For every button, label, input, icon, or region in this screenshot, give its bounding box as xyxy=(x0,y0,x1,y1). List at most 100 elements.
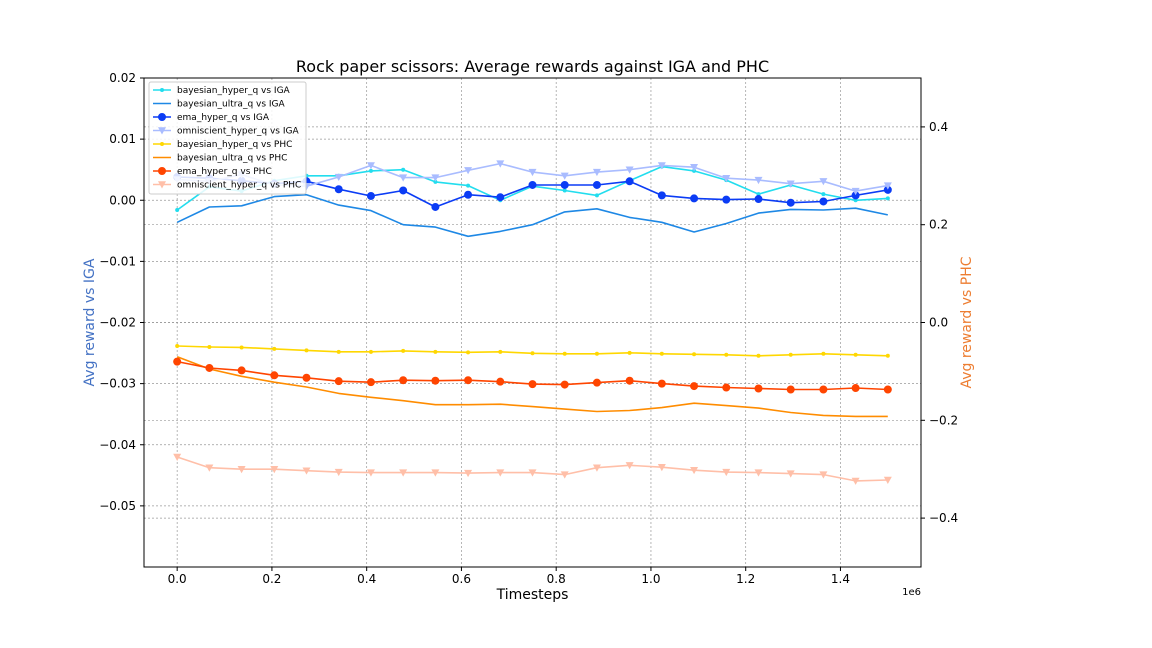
data-point xyxy=(592,378,601,387)
x-tick-label: 1.4 xyxy=(831,572,850,586)
data-point xyxy=(756,192,761,197)
data-point xyxy=(366,469,375,477)
data-point xyxy=(272,346,277,351)
x-tick-label: 0.0 xyxy=(168,572,187,586)
data-point xyxy=(594,193,599,198)
legend-item: bayesian_ultra_q vs IGA xyxy=(153,100,286,110)
data-point xyxy=(496,377,505,386)
y-left-tick-label: 0.02 xyxy=(109,71,136,85)
legend-label: omniscient_hyper_q vs IGA xyxy=(177,127,299,137)
data-point xyxy=(853,352,858,357)
data-point xyxy=(239,345,244,350)
series-5 xyxy=(175,343,890,358)
data-point xyxy=(754,469,763,477)
legend-marker xyxy=(158,127,166,135)
data-point xyxy=(819,178,828,186)
axes: 0.0 0.2 0.4 0.6 0.8 1.0 1.2 1.4 0.02 0.01 0.00 −0.0… xyxy=(99,71,958,586)
data-point xyxy=(334,185,343,194)
data-point xyxy=(368,349,373,354)
data-point xyxy=(399,174,408,182)
data-point xyxy=(399,186,408,195)
data-point xyxy=(819,471,828,479)
series-8 xyxy=(173,453,892,485)
series-6 xyxy=(176,355,888,418)
data-point xyxy=(885,196,890,201)
y-left-tick-label: −0.01 xyxy=(99,254,136,268)
legend-marker xyxy=(158,181,166,189)
data-point xyxy=(659,351,664,356)
data-point xyxy=(754,384,763,393)
legend-marker xyxy=(158,167,166,175)
data-point xyxy=(756,353,761,358)
x-tick-label: 0.6 xyxy=(452,572,471,586)
data-point xyxy=(496,193,505,202)
data-point xyxy=(528,168,537,177)
data-point xyxy=(851,187,860,196)
data-point xyxy=(690,382,699,391)
data-point xyxy=(819,385,828,394)
data-point xyxy=(851,384,860,393)
legend-label: bayesian_ultra_q vs PHC xyxy=(177,154,287,164)
legend-label: omniscient_hyper_q vs PHC xyxy=(177,181,301,191)
data-point xyxy=(722,175,731,183)
data-point xyxy=(528,380,537,389)
data-point xyxy=(431,469,440,477)
series-7 xyxy=(173,357,892,394)
data-point xyxy=(786,385,795,394)
data-point xyxy=(237,466,246,474)
data-point xyxy=(722,195,731,204)
data-point xyxy=(821,351,826,356)
data-point xyxy=(464,167,473,175)
data-point xyxy=(528,469,537,477)
data-point xyxy=(205,464,214,472)
data-point xyxy=(592,180,601,189)
legend: bayesian_hyper_q vs IGA bayesian_ultra_q … xyxy=(148,81,307,195)
data-point xyxy=(207,344,212,349)
data-point xyxy=(657,379,666,388)
data-point xyxy=(722,383,731,392)
data-point xyxy=(786,198,795,207)
data-point xyxy=(657,191,666,200)
data-point xyxy=(173,357,182,366)
data-point xyxy=(883,182,892,190)
data-point xyxy=(788,352,793,357)
data-point xyxy=(625,376,634,385)
series-2 xyxy=(176,193,888,238)
data-point xyxy=(431,376,440,385)
series-line xyxy=(176,355,888,418)
y-left-tick-label: 0.01 xyxy=(109,132,136,146)
data-point xyxy=(336,349,341,354)
data-point xyxy=(498,349,503,354)
y-left-tick-label: −0.02 xyxy=(99,316,136,330)
x-offset-label: 1e6 xyxy=(902,587,921,598)
data-point xyxy=(690,164,699,172)
y-left-axis-title: Avg reward vs IGA xyxy=(82,258,98,386)
series-layer xyxy=(173,160,892,485)
legend-item: bayesian_hyper_q vs PHC xyxy=(153,140,292,150)
y-right-tick-label: 0.4 xyxy=(929,120,948,134)
data-point xyxy=(401,348,406,353)
legend-label: ema_hyper_q vs PHC xyxy=(177,167,272,177)
x-tick-label: 0.2 xyxy=(262,572,281,586)
data-point xyxy=(334,377,343,386)
legend-item: ema_hyper_q vs IGA xyxy=(153,113,270,123)
data-point xyxy=(754,176,763,185)
data-point xyxy=(270,466,279,474)
data-point xyxy=(657,162,666,170)
data-point xyxy=(334,173,343,182)
data-point xyxy=(885,353,890,358)
data-point xyxy=(304,348,309,353)
data-point xyxy=(722,468,731,477)
legend-label: ema_hyper_q vs IGA xyxy=(177,113,270,123)
data-point xyxy=(560,380,569,389)
x-tick-label: 1.0 xyxy=(641,572,660,586)
legend-marker xyxy=(160,88,164,92)
data-point xyxy=(334,468,343,477)
data-point xyxy=(205,363,214,372)
series-line xyxy=(176,193,888,238)
data-point xyxy=(594,351,599,356)
data-point xyxy=(627,350,632,355)
data-point xyxy=(399,376,408,385)
data-point xyxy=(690,194,699,203)
data-point xyxy=(692,352,697,357)
